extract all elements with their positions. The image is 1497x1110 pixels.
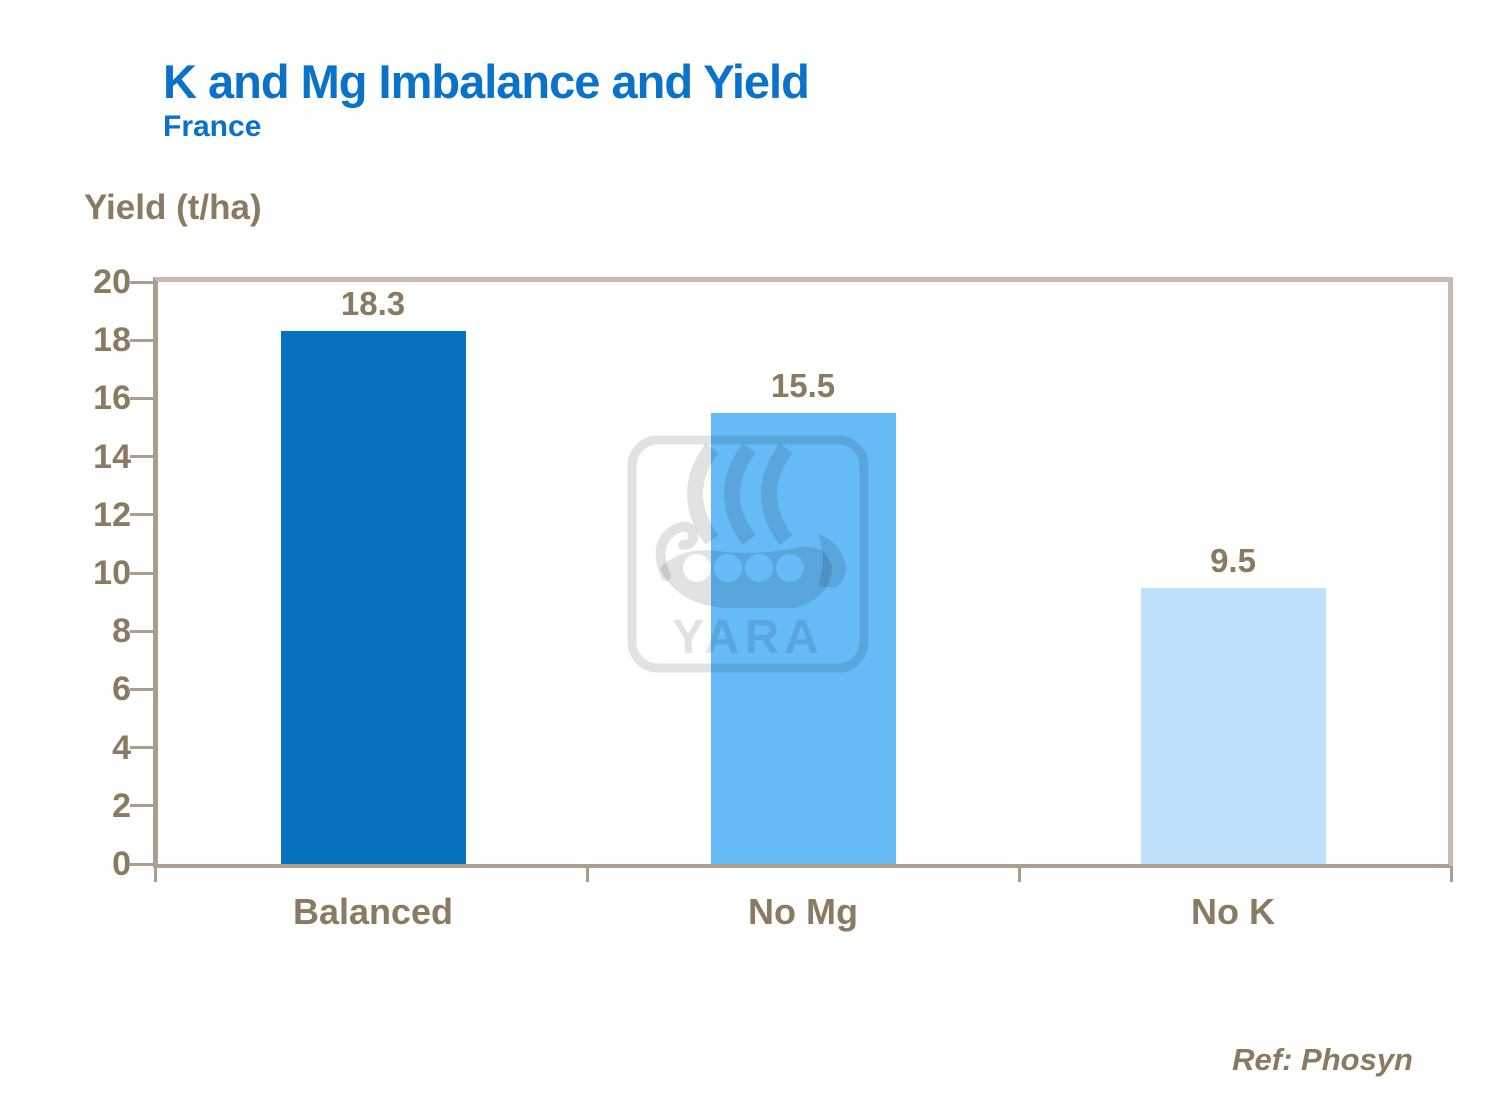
y-tick-label: 18 — [93, 321, 131, 360]
y-tick-label: 16 — [93, 379, 131, 418]
y-tick — [130, 687, 153, 691]
y-tick — [130, 746, 153, 750]
y-tick — [130, 804, 153, 808]
bar-balanced — [280, 331, 466, 864]
plot-area: 18.3 15.5 9.5 — [153, 277, 1453, 868]
x-category-label: Balanced — [292, 891, 454, 932]
x-tick — [154, 866, 157, 882]
y-tick-label: 12 — [93, 495, 131, 534]
reference-text: Ref: Phosyn — [1232, 1042, 1413, 1077]
y-tick — [130, 280, 153, 284]
y-tick — [130, 396, 153, 400]
y-tick-label: 10 — [93, 554, 131, 592]
page-subtitle: France — [163, 110, 262, 143]
y-tick-label: 4 — [112, 728, 131, 767]
y-tick — [130, 455, 153, 459]
y-tick-label: 14 — [93, 437, 131, 476]
y-tick-label: 8 — [112, 612, 131, 651]
y-tick — [130, 513, 153, 517]
y-tick-label: 0 — [112, 845, 131, 883]
bar-no-mg — [710, 412, 896, 864]
bar-no-k — [1140, 587, 1326, 864]
bar-value-label: 9.5 — [1210, 541, 1256, 579]
bar-value-label: 15.5 — [770, 366, 836, 404]
x-category-label: No Mg — [748, 891, 858, 932]
bar-value-label: 18.3 — [340, 285, 406, 323]
x-tick — [586, 866, 589, 882]
y-tick-label: 6 — [112, 670, 131, 709]
y-tick — [130, 571, 153, 575]
x-tick — [1018, 866, 1021, 882]
y-tick-label: 2 — [112, 786, 131, 825]
y-tick — [130, 862, 153, 866]
x-category-label: No K — [1191, 891, 1275, 932]
y-tick — [130, 338, 153, 342]
y-tick — [130, 629, 153, 633]
page-title: K and Mg Imbalance and Yield — [163, 55, 810, 108]
x-tick — [1450, 866, 1453, 882]
y-tick-label: 20 — [93, 263, 131, 301]
y-axis-title: Yield (t/ha) — [84, 188, 262, 227]
